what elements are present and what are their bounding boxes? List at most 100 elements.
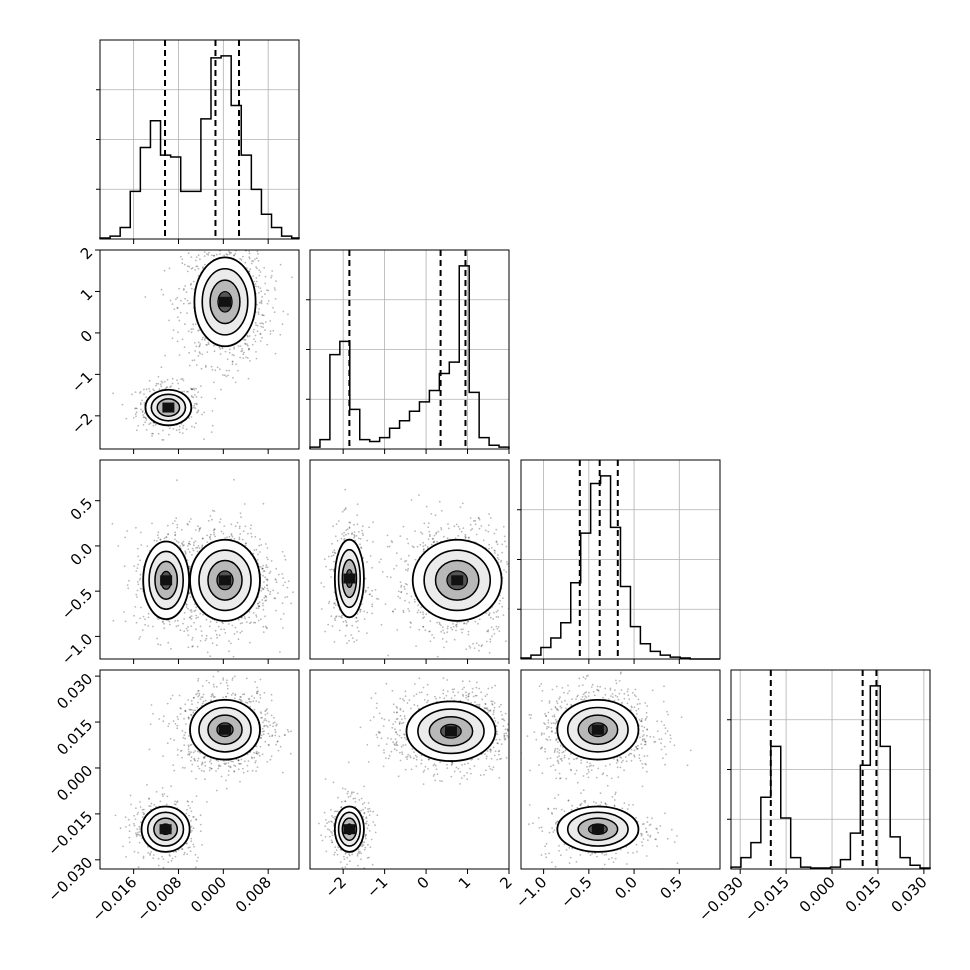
- scatter-point: [193, 541, 195, 544]
- scatter-point: [191, 829, 193, 832]
- scatter-point: [446, 627, 449, 630]
- histogram-panel-3: [727, 669, 931, 870]
- scatter-point: [196, 550, 199, 553]
- scatter-point: [166, 378, 169, 381]
- scatter-point: [184, 323, 186, 326]
- scatter-point: [274, 352, 277, 355]
- scatter-point: [124, 536, 126, 539]
- scatter-point: [334, 535, 337, 538]
- scatter-point: [186, 800, 189, 803]
- scatter-point: [112, 392, 114, 395]
- scatter-point: [450, 626, 452, 629]
- scatter-point: [242, 357, 245, 359]
- scatter-point: [347, 532, 350, 535]
- scatter-point: [221, 248, 223, 250]
- scatter-point: [262, 564, 264, 567]
- scatter-point: [230, 760, 233, 763]
- scatter-point: [144, 618, 146, 621]
- scatter-point: [468, 536, 470, 539]
- scatter-point: [417, 604, 419, 607]
- scatter-point: [391, 610, 394, 613]
- scatter-point: [216, 636, 219, 639]
- scatter-point: [156, 534, 159, 537]
- scatter-point: [435, 531, 438, 534]
- scatter-point: [505, 561, 508, 563]
- scatter-point: [255, 324, 257, 326]
- scatter-point: [187, 252, 190, 255]
- scatter-point: [168, 319, 171, 322]
- scatter-point: [275, 567, 278, 570]
- scatter-point: [213, 528, 216, 531]
- scatter-point: [176, 307, 179, 310]
- scatter-point: [320, 582, 323, 584]
- scatter-point: [189, 302, 192, 304]
- scatter-point: [340, 616, 343, 619]
- scatter-point: [244, 261, 247, 264]
- scatter-point: [180, 378, 183, 380]
- scatter-point: [428, 630, 430, 633]
- scatter-point: [422, 545, 425, 548]
- scatter-point: [162, 720, 165, 723]
- scatter-point: [196, 410, 199, 413]
- scatter-point: [495, 616, 498, 618]
- scatter-point: [261, 336, 263, 339]
- scatter-point: [372, 540, 374, 543]
- scatter-point: [239, 356, 242, 359]
- scatter-point: [389, 576, 392, 579]
- scatter-point: [273, 721, 276, 724]
- scatter-point: [156, 637, 159, 640]
- scatter-point: [215, 644, 218, 647]
- scatter-point: [263, 730, 265, 733]
- scatter-point: [497, 558, 500, 561]
- scatter-point: [153, 389, 156, 392]
- scatter-point: [381, 571, 384, 573]
- scatter-point: [429, 535, 431, 538]
- scatter-point: [226, 253, 229, 256]
- scatter-point: [269, 590, 272, 593]
- scatter-point: [189, 592, 191, 595]
- scatter-point: [247, 348, 250, 351]
- scatter-point: [277, 573, 280, 576]
- scatter-point: [190, 837, 193, 840]
- scatter-point: [170, 859, 173, 862]
- scatter-point: [250, 262, 253, 265]
- scatter-point: [152, 424, 155, 427]
- scatter-point: [186, 299, 189, 302]
- scatter-point: [193, 341, 196, 344]
- scatter-point: [208, 760, 211, 763]
- histogram-frame: [730, 669, 931, 870]
- scatter-point: [202, 266, 204, 268]
- scatter-point: [162, 621, 164, 624]
- scatter-point: [399, 581, 402, 583]
- scatter-point: [247, 335, 249, 338]
- scatter-point: [162, 620, 164, 623]
- scatter-point: [478, 644, 480, 647]
- scatter-point: [137, 866, 140, 869]
- scatter-point: [266, 556, 268, 559]
- scatter-point: [392, 610, 395, 613]
- scatter-point: [160, 366, 163, 369]
- scatter-point: [327, 555, 330, 558]
- scatter-point: [122, 845, 124, 848]
- scatter-point: [339, 616, 342, 618]
- scatter-point: [212, 529, 215, 532]
- scatter-point: [290, 730, 292, 733]
- scatter-point: [282, 612, 285, 615]
- scatter-point: [186, 522, 189, 525]
- scatter-point: [258, 246, 260, 248]
- scatter-point: [195, 818, 198, 821]
- density-peak: [451, 575, 464, 586]
- scatter-point: [255, 745, 258, 748]
- scatter-point: [403, 585, 406, 588]
- scatter-point: [182, 379, 185, 382]
- scatter-point: [353, 535, 356, 537]
- scatter-point: [485, 640, 488, 643]
- scatter-point: [185, 428, 188, 431]
- scatter-point: [189, 543, 192, 546]
- scatter-point: [142, 811, 145, 814]
- scatter-point: [472, 642, 474, 645]
- scatter-point: [257, 553, 259, 556]
- scatter-point: [134, 606, 137, 608]
- scatter-point: [197, 329, 200, 332]
- scatter-point: [198, 547, 201, 550]
